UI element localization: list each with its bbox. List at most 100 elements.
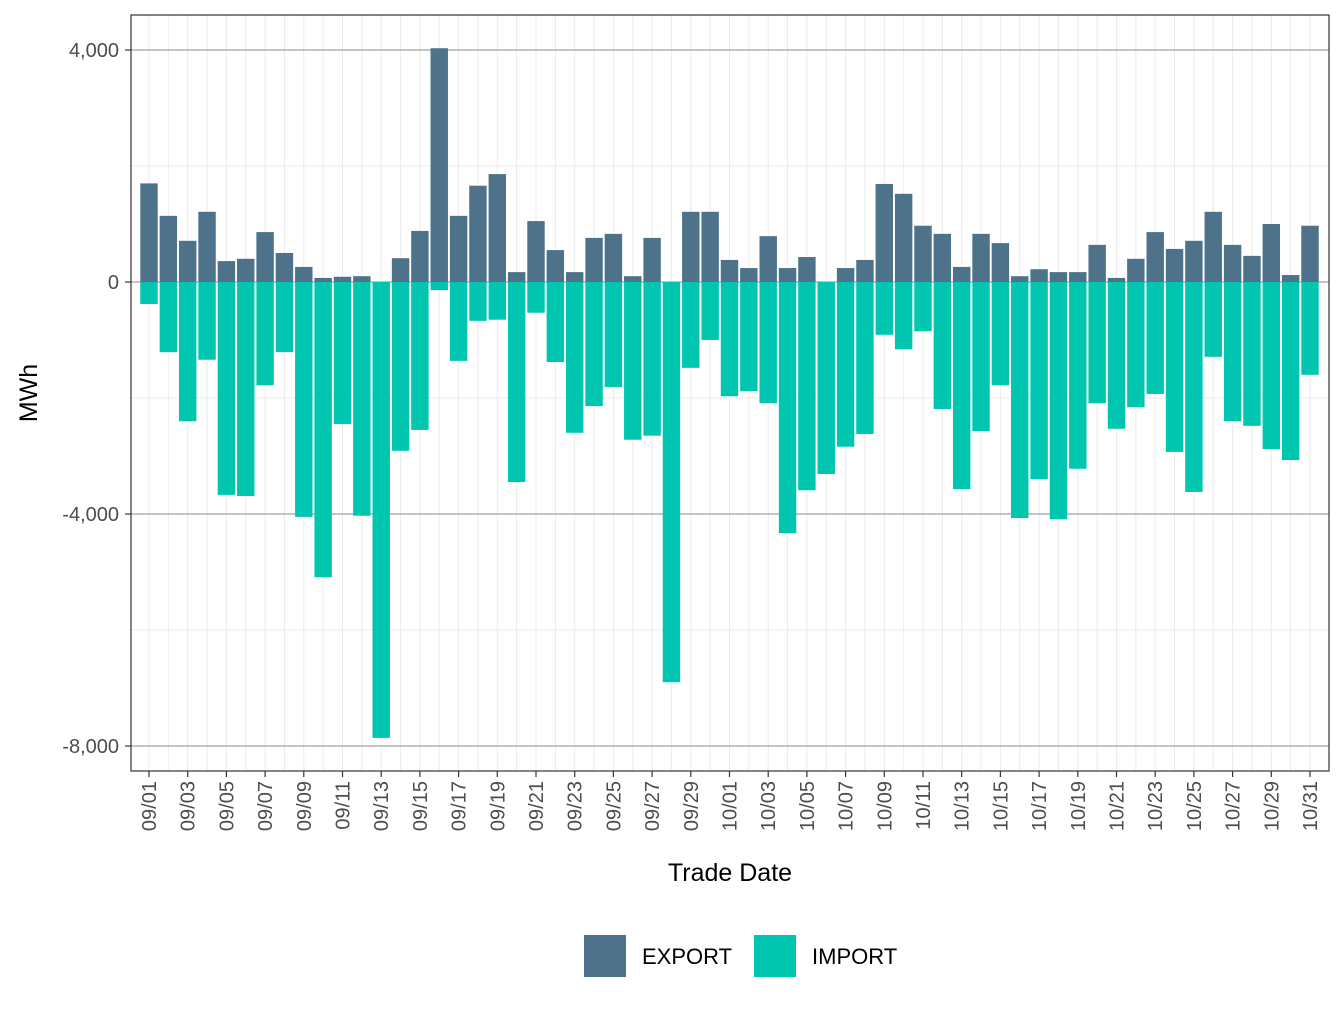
x-tick-label: 10/25 xyxy=(1184,781,1206,831)
x-tick-label: 09/01 xyxy=(139,781,161,831)
bar-import xyxy=(546,281,565,363)
bar-import xyxy=(604,281,623,387)
bar-import xyxy=(1243,281,1261,426)
bar-export xyxy=(972,233,990,282)
bar-import xyxy=(759,281,777,404)
y-tick-label: -8,000 xyxy=(62,736,119,758)
bar-import xyxy=(952,281,971,490)
bar-import xyxy=(1069,281,1087,469)
x-axis-title: Trade Date xyxy=(668,859,792,887)
x-tick-label: 10/03 xyxy=(758,781,780,831)
x-tick-label: 10/13 xyxy=(952,781,974,831)
x-tick-label: 09/21 xyxy=(526,781,548,831)
bar-export xyxy=(275,252,294,282)
bar-export xyxy=(856,259,874,282)
bar-import xyxy=(507,281,526,483)
bar-import xyxy=(1301,281,1319,375)
bar-import xyxy=(720,281,739,397)
x-tick-label: 10/07 xyxy=(836,781,858,831)
x-tick-label: 10/15 xyxy=(990,781,1012,831)
legend-key-export xyxy=(584,935,626,977)
bar-export xyxy=(546,250,565,282)
bar-import xyxy=(778,281,797,534)
bar-export xyxy=(933,233,952,282)
bar-export xyxy=(798,257,816,282)
bar-import xyxy=(585,281,603,407)
bar-export xyxy=(1223,244,1242,282)
bar-import xyxy=(682,281,700,368)
bar-export xyxy=(1069,272,1087,282)
bar-import xyxy=(991,281,1010,386)
bar-import xyxy=(817,281,835,474)
bar-export xyxy=(256,232,274,282)
bar-import xyxy=(1127,281,1145,408)
bar-export xyxy=(449,215,468,282)
bar-import xyxy=(198,281,216,360)
bar-export xyxy=(894,193,913,282)
x-tick-label: 09/15 xyxy=(410,781,432,831)
bar-import xyxy=(256,281,274,386)
bar-export xyxy=(565,272,584,282)
bar-import xyxy=(1049,281,1068,520)
bar-import xyxy=(1146,281,1164,394)
y-tick-label: -4,000 xyxy=(62,504,119,526)
bar-import xyxy=(295,281,313,517)
bar-import xyxy=(894,281,913,350)
bar-import xyxy=(469,281,487,321)
bar-import xyxy=(353,281,371,516)
bar-import xyxy=(217,281,236,495)
bar-import xyxy=(411,281,429,430)
x-tick-label: 10/31 xyxy=(1300,781,1322,831)
bar-export xyxy=(720,259,739,282)
bar-export xyxy=(740,268,758,282)
bar-export xyxy=(178,240,197,282)
legend-label-export: EXPORT xyxy=(642,944,732,969)
bar-import xyxy=(237,281,255,497)
x-tick-label: 10/09 xyxy=(874,781,896,831)
legend: EXPORT IMPORT xyxy=(584,935,897,977)
bar-import xyxy=(1107,281,1126,429)
bar-import xyxy=(1262,281,1281,450)
x-tick-label: 10/19 xyxy=(1068,781,1090,831)
bar-export xyxy=(159,215,178,282)
bar-export xyxy=(701,211,719,282)
bar-import xyxy=(875,281,894,335)
x-tick-label: 10/23 xyxy=(1145,781,1167,831)
bar-import xyxy=(798,281,816,491)
x-tick-label: 09/09 xyxy=(294,781,316,831)
bar-export xyxy=(778,268,797,282)
bar-import xyxy=(314,281,332,578)
bar-export xyxy=(1185,240,1203,282)
bar-import xyxy=(449,281,468,361)
bar-export xyxy=(333,276,352,282)
x-tick-label: 10/01 xyxy=(720,781,742,831)
bar-import xyxy=(1030,281,1048,480)
x-tick-label: 09/17 xyxy=(449,781,471,831)
bar-import xyxy=(662,281,681,683)
y-axis-title: MWh xyxy=(15,364,43,422)
bar-export xyxy=(488,174,507,282)
x-tick-label: 09/25 xyxy=(603,781,625,831)
x-tick-label: 09/13 xyxy=(371,781,393,831)
bar-export xyxy=(411,230,429,282)
bar-import xyxy=(1011,281,1029,519)
bar-export xyxy=(875,183,894,282)
bar-export xyxy=(991,243,1010,282)
bar-export xyxy=(585,237,603,282)
bar-import xyxy=(488,281,507,320)
bar-export xyxy=(217,261,236,282)
bar-export xyxy=(1243,255,1261,282)
legend-key-import xyxy=(754,935,796,977)
bar-import xyxy=(972,281,990,432)
x-tick-label: 09/05 xyxy=(216,781,238,831)
bar-export xyxy=(836,268,855,282)
bar-export xyxy=(1281,275,1300,282)
bar-import xyxy=(1204,281,1222,357)
x-tick-label: 09/23 xyxy=(565,781,587,831)
bar-export xyxy=(1088,244,1106,282)
bar-export xyxy=(469,185,487,282)
bar-import xyxy=(1088,281,1106,404)
y-tick-label: 4,000 xyxy=(69,40,119,62)
bar-export xyxy=(1011,276,1029,282)
